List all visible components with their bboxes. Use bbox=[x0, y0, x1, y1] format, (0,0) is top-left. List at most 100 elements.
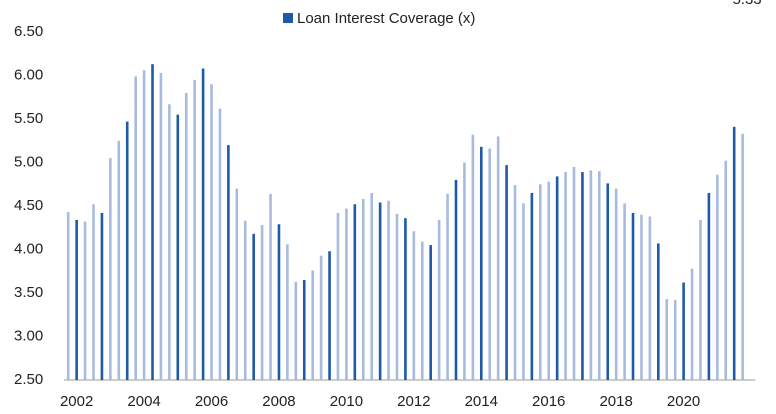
bar bbox=[193, 79, 196, 380]
bar bbox=[404, 218, 407, 380]
y-tick-label: 5.00 bbox=[14, 153, 43, 170]
bar bbox=[201, 68, 205, 380]
bar bbox=[395, 213, 399, 380]
y-tick-label: 4.00 bbox=[14, 240, 43, 257]
bar bbox=[623, 203, 626, 380]
bar bbox=[488, 148, 492, 380]
y-tick-label: 6.50 bbox=[14, 23, 43, 40]
bar bbox=[75, 219, 78, 380]
bar bbox=[522, 203, 525, 380]
bar bbox=[648, 216, 652, 380]
y-tick-label: 5.50 bbox=[14, 110, 43, 127]
bar bbox=[151, 64, 154, 380]
bar bbox=[302, 279, 306, 380]
x-tick-label: 2010 bbox=[330, 393, 363, 410]
annotation: 5.33 bbox=[732, 0, 761, 8]
x-tick-label: 2006 bbox=[195, 393, 228, 410]
y-tick-label: 4.50 bbox=[14, 197, 43, 214]
y-tick-label: 3.50 bbox=[14, 284, 43, 301]
bar bbox=[227, 145, 230, 380]
x-tick-label: 2014 bbox=[465, 393, 498, 410]
bar bbox=[83, 221, 87, 380]
legend-swatch bbox=[283, 13, 293, 23]
bar bbox=[336, 212, 340, 380]
bar bbox=[631, 212, 635, 380]
bar bbox=[243, 220, 247, 380]
bar bbox=[117, 140, 121, 380]
bar bbox=[572, 166, 576, 380]
bar bbox=[690, 268, 694, 380]
bar bbox=[142, 70, 146, 380]
bar bbox=[479, 146, 483, 380]
bar bbox=[252, 233, 255, 380]
bar bbox=[294, 281, 298, 380]
bar bbox=[682, 282, 685, 380]
bar bbox=[429, 245, 433, 380]
legend-label: Loan Interest Coverage (x) bbox=[297, 10, 475, 27]
x-tick-label: 2008 bbox=[262, 393, 295, 410]
bar bbox=[606, 183, 610, 380]
bar bbox=[378, 202, 382, 380]
bar bbox=[665, 299, 669, 380]
bar bbox=[311, 270, 314, 380]
x-tick-label: 2004 bbox=[127, 393, 160, 410]
x-tick-label: 2002 bbox=[60, 393, 93, 410]
bar bbox=[134, 76, 137, 381]
bar bbox=[614, 188, 618, 380]
bar bbox=[446, 193, 449, 380]
bar bbox=[361, 199, 365, 380]
bar bbox=[716, 174, 719, 380]
bar bbox=[420, 241, 424, 380]
bar bbox=[353, 204, 357, 380]
bar bbox=[471, 134, 475, 380]
bar bbox=[100, 212, 104, 380]
bar bbox=[555, 176, 559, 380]
bar bbox=[92, 204, 95, 380]
bar bbox=[437, 219, 441, 380]
bar bbox=[673, 299, 677, 380]
y-tick-label: 2.50 bbox=[14, 371, 43, 388]
bar bbox=[176, 114, 180, 381]
bar bbox=[210, 84, 213, 380]
bar bbox=[581, 172, 584, 380]
bar bbox=[657, 243, 660, 380]
bar bbox=[724, 160, 728, 380]
bar bbox=[218, 108, 222, 380]
bar bbox=[463, 162, 466, 380]
bar bbox=[235, 188, 239, 380]
bar bbox=[589, 170, 593, 380]
bar bbox=[345, 208, 348, 380]
bar bbox=[564, 172, 567, 380]
bar bbox=[387, 200, 390, 380]
bar bbox=[66, 212, 70, 380]
bar bbox=[530, 192, 534, 380]
bar bbox=[277, 224, 281, 380]
bar bbox=[109, 158, 112, 380]
bar bbox=[260, 225, 264, 380]
y-tick-label: 3.00 bbox=[14, 327, 43, 344]
bar bbox=[370, 192, 373, 380]
bar bbox=[125, 121, 129, 381]
bar bbox=[707, 192, 711, 380]
bar bbox=[513, 185, 517, 380]
bar bbox=[538, 184, 542, 380]
bar bbox=[184, 92, 188, 381]
bar bbox=[741, 133, 744, 380]
bar bbox=[640, 214, 643, 380]
bar bbox=[598, 171, 601, 380]
bar bbox=[269, 193, 272, 380]
bar bbox=[319, 255, 323, 380]
x-tick-label: 2016 bbox=[532, 393, 565, 410]
x-tick-label: 2012 bbox=[397, 393, 430, 410]
bar bbox=[732, 126, 736, 380]
bar bbox=[547, 181, 551, 380]
bar bbox=[168, 104, 171, 381]
x-tick-label: 2020 bbox=[667, 393, 700, 410]
y-tick-label: 6.00 bbox=[14, 66, 43, 83]
x-tick-label: 2018 bbox=[599, 393, 632, 410]
bar bbox=[328, 251, 331, 380]
bar bbox=[505, 165, 508, 380]
bar bbox=[496, 136, 500, 380]
bar bbox=[454, 179, 458, 380]
